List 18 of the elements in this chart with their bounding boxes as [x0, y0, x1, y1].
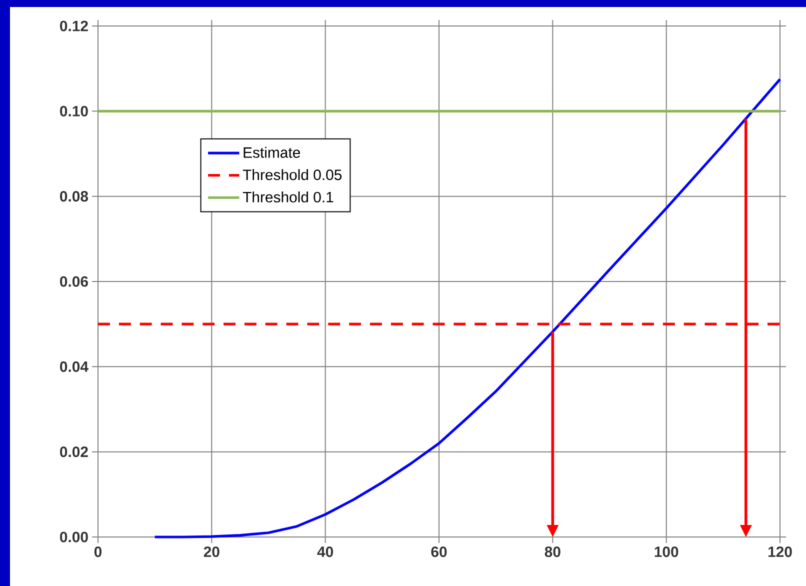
- legend-label: Threshold 0.1: [242, 191, 334, 202]
- y-tick-label: 0.00: [60, 532, 88, 542]
- x-tick-label: 120: [768, 546, 792, 558]
- legend-label: Estimate: [244, 146, 300, 158]
- y-tick-label: 0.10: [60, 106, 88, 116]
- y-tick-label: 0.04: [60, 361, 88, 372]
- x-tick-label: 100: [654, 546, 678, 558]
- y-tick-label: 0.02: [60, 446, 88, 458]
- x-tick-label: 60: [431, 546, 447, 558]
- y-tick-label: 0.08: [60, 191, 88, 202]
- line-series: [154, 78, 782, 538]
- x-tick-label: 20: [204, 546, 220, 558]
- x-tick-label: 0: [94, 546, 102, 558]
- x-tick-label: 80: [544, 546, 560, 558]
- legend-label: Threshold 0.05: [242, 169, 342, 180]
- y-tick-label: 0.06: [60, 276, 88, 287]
- x-tick-label: 40: [317, 546, 334, 558]
- y-tick-label: 0.12: [60, 20, 88, 32]
